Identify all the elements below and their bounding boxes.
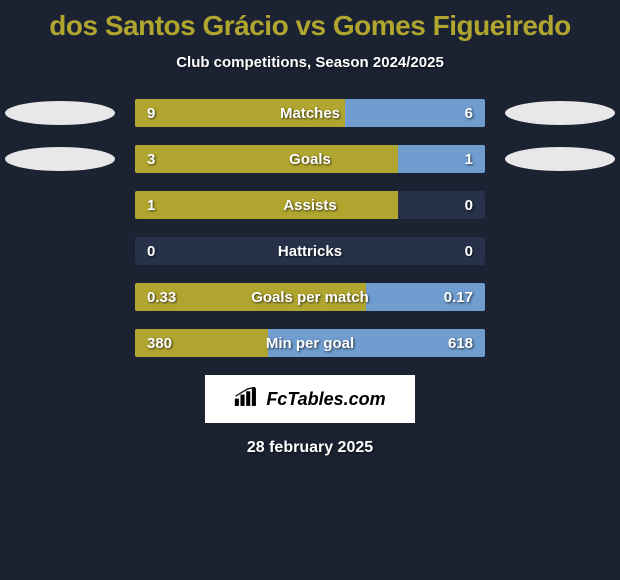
player1-bar: [135, 99, 345, 127]
player1-bar: [135, 145, 398, 173]
player2-value: 0: [465, 237, 473, 265]
player2-value: 6: [465, 99, 473, 127]
stat-row: 380618Min per goal: [135, 329, 485, 357]
player1-bar: [135, 191, 398, 219]
comparison-chart: 96Matches31Goals10Assists00Hattricks0.33…: [0, 99, 620, 357]
player1-value: 0.33: [147, 283, 176, 311]
bar-track: [135, 237, 485, 265]
player2-marker: [505, 101, 615, 125]
date-label: 28 february 2025: [0, 439, 620, 457]
subtitle: Club competitions, Season 2024/2025: [0, 54, 620, 71]
chart-icon: [234, 387, 260, 412]
player1-marker: [5, 147, 115, 171]
player1-name: dos Santos Grácio: [49, 10, 288, 41]
player1-value: 380: [147, 329, 172, 357]
player2-value: 618: [448, 329, 473, 357]
stat-row: 10Assists: [135, 191, 485, 219]
stat-row: 00Hattricks: [135, 237, 485, 265]
branding-text: FcTables.com: [266, 389, 385, 410]
stat-row: 31Goals: [135, 145, 485, 173]
player2-value: 1: [465, 145, 473, 173]
stat-row: 0.330.17Goals per match: [135, 283, 485, 311]
player2-marker: [505, 147, 615, 171]
branding-badge: FcTables.com: [205, 375, 415, 423]
player1-value: 0: [147, 237, 155, 265]
player2-value: 0.17: [444, 283, 473, 311]
player1-value: 1: [147, 191, 155, 219]
stat-row: 96Matches: [135, 99, 485, 127]
player2-value: 0: [465, 191, 473, 219]
vs-separator: vs: [288, 10, 333, 41]
player2-name: Gomes Figueiredo: [333, 10, 571, 41]
player1-value: 3: [147, 145, 155, 173]
player1-marker: [5, 101, 115, 125]
player1-value: 9: [147, 99, 155, 127]
page-title: dos Santos Grácio vs Gomes Figueiredo: [0, 0, 620, 42]
